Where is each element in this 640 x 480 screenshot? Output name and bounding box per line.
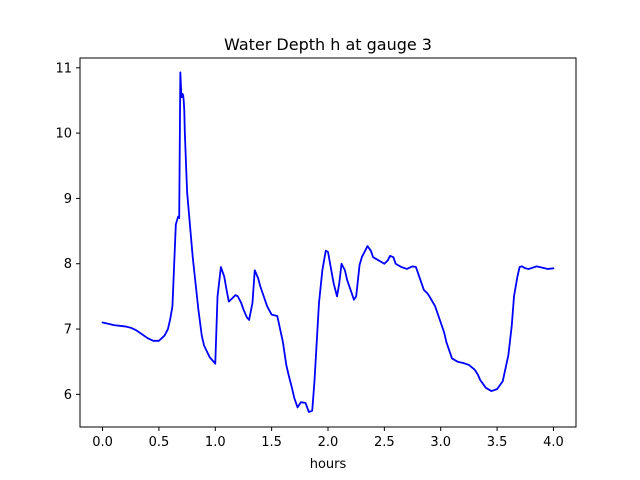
y-tick-label: 6 (64, 388, 72, 403)
x-axis: 0.0 0.5 1.0 1.5 2.0 2.5 3.0 3.5 4.0 (92, 427, 564, 450)
y-tick-label: 8 (64, 257, 72, 272)
y-tick-label: 11 (55, 61, 72, 76)
x-tick-label: 0.0 (92, 435, 113, 450)
x-tick-label: 3.5 (487, 435, 508, 450)
x-tick-label: 0.5 (149, 435, 170, 450)
plot-area (101, 71, 555, 413)
x-tick-label: 1.0 (205, 435, 226, 450)
series-line-water-depth (101, 71, 555, 413)
y-tick-label: 10 (55, 127, 72, 142)
y-axis: 6 7 8 9 10 11 (55, 61, 80, 403)
y-tick-label: 9 (64, 192, 72, 207)
x-tick-label: 1.5 (261, 435, 282, 450)
x-axis-label: hours (310, 457, 347, 472)
x-tick-label: 4.0 (543, 435, 564, 450)
x-tick-label: 3.0 (430, 435, 451, 450)
chart-title: Water Depth h at gauge 3 (224, 35, 432, 54)
x-tick-label: 2.0 (318, 435, 339, 450)
y-tick-label: 7 (64, 323, 72, 338)
x-tick-label: 2.5 (374, 435, 395, 450)
